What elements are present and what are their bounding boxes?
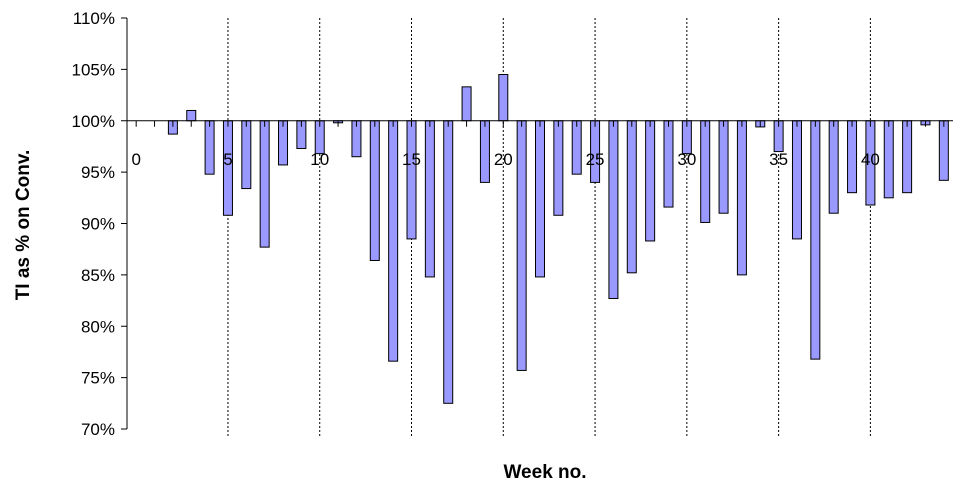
x-tick-label: 40: [861, 150, 880, 169]
bar-week-27: [626, 120, 637, 274]
x-tick-label: 15: [402, 150, 421, 169]
bar-week-8: [278, 120, 289, 166]
x-tick-label: 0: [131, 150, 140, 169]
bar-week-14: [388, 120, 399, 362]
x-axis-ticks: 0 5 10 15 20 25 30 35 40: [131, 120, 945, 169]
bar-week-33: [736, 120, 747, 276]
bar-week-13: [369, 120, 380, 261]
bar-week-26: [608, 120, 619, 300]
y-axis-ticks: 70% 75% 80% 85% 90% 95% 100% 105% 110%: [72, 9, 127, 439]
bar-week-22: [535, 120, 545, 278]
bar-week-16: [424, 120, 435, 278]
y-tick-label: 95%: [81, 163, 115, 182]
bar-week-38: [828, 120, 839, 214]
x-tick-label: 10: [310, 150, 329, 169]
bar-week-31: [700, 120, 711, 223]
bar-week-28: [645, 120, 656, 242]
bar-week-3: [186, 109, 197, 122]
bar-week-24: [571, 120, 582, 175]
vertical-gridlines: [227, 18, 871, 436]
x-tick-label: 20: [494, 150, 513, 169]
y-axis-title: TI as % on Conv.: [13, 150, 34, 301]
bar-week-41: [883, 120, 894, 199]
y-tick-label: 80%: [81, 317, 115, 336]
bar-series: [167, 74, 949, 404]
y-tick-label: 100%: [72, 112, 115, 131]
bar-week-20: [498, 74, 509, 122]
y-tick-label: 105%: [72, 60, 115, 79]
bar-week-18: [461, 86, 472, 122]
bar-week-15: [406, 120, 417, 240]
bar-week-6: [241, 120, 252, 190]
bar-week-17: [443, 120, 454, 404]
bar-week-4: [204, 120, 215, 175]
y-tick-label: 110%: [73, 9, 115, 28]
x-tick-label: 5: [223, 150, 232, 169]
bar-week-29: [663, 120, 674, 208]
y-tick-label: 90%: [81, 215, 115, 234]
x-axis-title: Week no.: [503, 462, 586, 483]
bar-week-7: [259, 120, 270, 248]
x-tick-label: 25: [586, 150, 605, 169]
y-tick-label: 75%: [81, 369, 115, 388]
x-tick-label: 30: [677, 150, 696, 169]
bar-week-19: [479, 120, 490, 183]
bar-week-39: [847, 120, 858, 194]
y-tick-label: 70%: [81, 420, 115, 439]
bar-week-21: [516, 120, 527, 371]
y-tick-label: 85%: [81, 266, 115, 285]
bar-week-32: [718, 120, 729, 214]
x-tick-label: 35: [769, 150, 788, 169]
bar-week-23: [553, 120, 564, 216]
bar-week-37: [810, 120, 821, 360]
bar-week-36: [791, 120, 802, 240]
bar-week-42: [902, 120, 913, 194]
bar-week-44: [938, 120, 949, 181]
